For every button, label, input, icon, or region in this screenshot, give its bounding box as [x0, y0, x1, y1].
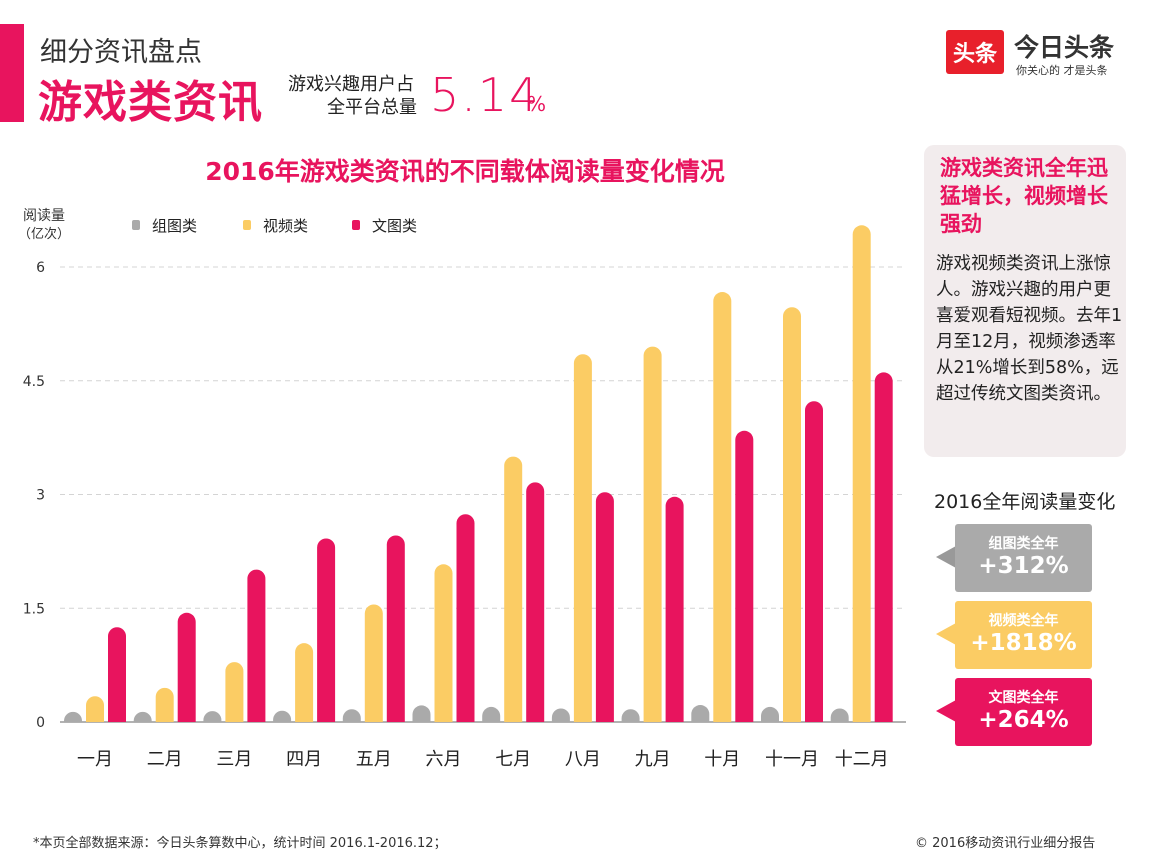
bar-article — [456, 514, 475, 722]
logo-name: 今日头条 — [1014, 33, 1115, 62]
legend-swatch — [132, 220, 140, 230]
legend-label: 组图类 — [152, 217, 197, 235]
share-label-line1: 游戏兴趣用户占 — [288, 74, 414, 95]
legend-swatch — [352, 220, 360, 230]
bar-gallery — [273, 710, 292, 722]
badge-article-value: +264% — [978, 707, 1069, 733]
x-tick-label: 九月 — [635, 749, 671, 770]
bar-article — [526, 482, 545, 722]
bar-article — [735, 430, 754, 722]
bar-gallery — [203, 711, 222, 722]
bar-article — [665, 496, 684, 722]
sidebar-title: 游戏类资讯全年迅猛增长，视频增长强劲 — [940, 156, 1108, 236]
x-tick-label: 二月 — [147, 749, 183, 770]
page-subtitle: 细分资讯盘点 — [40, 37, 202, 68]
y-axis-label: 阅读量 — [23, 207, 65, 224]
legend-label: 视频类 — [263, 217, 308, 235]
bar-video — [783, 307, 801, 722]
y-tick-label: 4.5 — [23, 374, 45, 390]
bar-article — [595, 492, 614, 722]
badge-gallery-value: +312% — [978, 553, 1069, 579]
bar-video — [155, 687, 174, 722]
legend-swatch — [243, 220, 251, 230]
badge-gallery-change: 组图类全年 +312% — [955, 524, 1092, 592]
bar-gallery — [761, 706, 779, 722]
bar-gallery — [342, 709, 361, 722]
bar-video — [225, 662, 244, 722]
bar-video — [295, 643, 314, 722]
x-tick-label: 四月 — [286, 749, 322, 770]
badge-arrow-icon-gallery — [936, 546, 956, 568]
bar-video — [643, 346, 662, 722]
footer-source: *本页全部数据来源：今日头条算数中心，统计时间 2016.1-2016.12； — [33, 836, 447, 851]
x-tick-label: 六月 — [426, 749, 462, 770]
x-tick-label: 八月 — [565, 749, 601, 770]
bar-gallery — [482, 706, 501, 722]
bar-video — [364, 604, 383, 722]
sidebar-body: 游戏视频类资讯上涨惊人。游戏兴趣的用户更喜爱观看短视频。去年1月至12月，视频渗… — [936, 254, 1123, 404]
share-value: 5.14 — [430, 68, 541, 122]
logo-slogan: 你关心的 才是头条 — [1016, 64, 1108, 77]
x-tick-label: 十月 — [704, 749, 740, 770]
badge-video-change: 视频类全年 +1818% — [955, 601, 1092, 669]
header-accent-bar — [0, 24, 24, 122]
bar-video — [852, 225, 871, 722]
bar-video — [434, 564, 453, 722]
badge-arrow-icon-video — [936, 623, 956, 645]
y-tick-label: 1.5 — [23, 601, 45, 617]
share-label-line2: 全平台总量 — [327, 97, 417, 118]
page-title: 游戏类资讯 — [38, 77, 263, 128]
y-tick-label: 3 — [36, 488, 45, 504]
bar-article — [386, 535, 405, 722]
bar-gallery — [64, 711, 82, 722]
bar-gallery — [691, 705, 710, 722]
annual-change-heading: 2016全年阅读量变化 — [934, 491, 1116, 513]
badge-article-label: 文图类全年 — [988, 690, 1059, 706]
bar-video — [573, 354, 592, 722]
x-tick-label: 十二月 — [835, 749, 889, 770]
bar-video — [86, 696, 104, 722]
bar-gallery — [830, 708, 849, 722]
chart-title: 2016年游戏类资讯的不同载体阅读量变化情况 — [205, 157, 725, 186]
bar-article — [108, 627, 126, 722]
bar-gallery — [133, 711, 152, 722]
bar-article — [247, 569, 266, 722]
badge-arrow-icon-article — [936, 700, 956, 722]
x-tick-label: 一月 — [77, 749, 113, 770]
bar-video — [504, 456, 523, 722]
badge-video-label: 视频类全年 — [988, 613, 1059, 629]
share-unit: % — [527, 92, 547, 116]
toutiao-logo-icon: 头条 — [946, 30, 1004, 74]
bar-article — [805, 401, 823, 722]
badge-video-value: +1818% — [970, 630, 1077, 656]
y-axis-unit: （亿次） — [18, 226, 70, 242]
bar-article — [874, 372, 893, 722]
bar-gallery — [551, 708, 570, 722]
bar-article — [317, 538, 336, 722]
footer-copyright: © 2016移动资讯行业细分报告 — [915, 836, 1096, 851]
y-tick-label: 0 — [36, 715, 45, 731]
badge-article-change: 文图类全年 +264% — [955, 678, 1092, 746]
x-tick-label: 十一月 — [765, 749, 819, 770]
sidebar-panel — [924, 145, 1126, 457]
x-tick-label: 七月 — [495, 749, 531, 770]
bar-gallery — [412, 705, 431, 722]
y-tick-label: 6 — [36, 260, 45, 276]
legend-label: 文图类 — [372, 217, 417, 235]
bar-gallery — [621, 709, 640, 722]
badge-gallery-label: 组图类全年 — [988, 536, 1059, 552]
x-tick-label: 三月 — [216, 749, 252, 770]
x-tick-label: 五月 — [356, 749, 392, 770]
bar-article — [177, 612, 196, 722]
bar-video — [713, 292, 732, 722]
